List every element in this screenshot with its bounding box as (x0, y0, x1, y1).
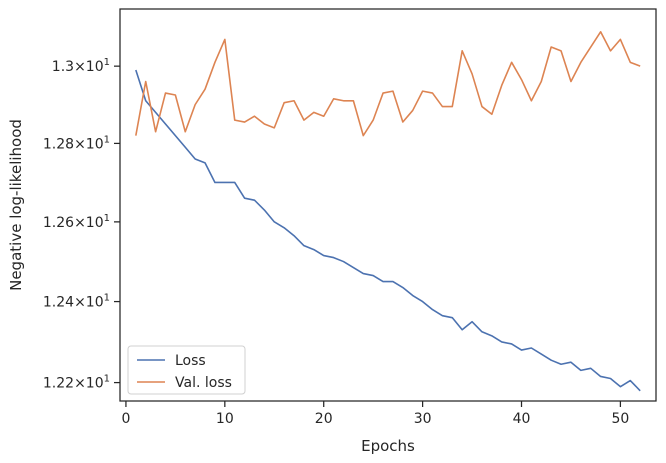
plot-area (135, 30, 641, 392)
y-tick-mantissa: 1.3 (52, 59, 74, 75)
x-tick-label: 30 (414, 411, 432, 427)
y-tick-exponent: 1 (104, 57, 110, 68)
x-tick-label: 20 (315, 411, 333, 427)
legend-label: Loss (175, 353, 206, 369)
x-tick-label: 10 (216, 411, 234, 427)
y-axis-label: Negative log-likelihood (7, 119, 25, 291)
y-tick-mantissa: 1.22 (43, 376, 74, 392)
y-tick-times: × (74, 215, 86, 231)
y-tick-base: 10 (86, 136, 104, 152)
y-tick-base: 10 (86, 376, 104, 392)
x-tick-label: 0 (121, 411, 130, 427)
y-tick-mantissa: 1.28 (43, 136, 74, 152)
x-tick-label: 40 (513, 411, 531, 427)
y-tick-base: 10 (86, 59, 104, 75)
y-tick-label: 1.26×101 (43, 213, 110, 231)
series-line-val-loss (135, 30, 641, 137)
y-tick-label: 1.3×101 (52, 57, 110, 75)
y-tick-mantissa: 1.26 (43, 215, 74, 231)
y-tick-label: 1.28×101 (43, 134, 110, 152)
y-tick-base: 10 (86, 215, 104, 231)
y-tick-times: × (74, 59, 86, 75)
y-tick-label: 1.22×101 (43, 374, 110, 392)
y-tick-times: × (74, 136, 86, 152)
y-tick-mantissa: 1.24 (43, 295, 74, 311)
y-tick-exponent: 1 (104, 374, 110, 385)
legend-label: Val. loss (175, 375, 232, 391)
legend: Loss Val. loss (127, 345, 246, 395)
axes-frame (119, 8, 657, 402)
y-tick-base: 10 (86, 295, 104, 311)
y-tick-exponent: 1 (104, 134, 110, 145)
y-tick-exponent: 1 (104, 293, 110, 304)
y-tick-times: × (74, 376, 86, 392)
x-tick-label: 50 (611, 411, 629, 427)
x-axis: 0 10 20 30 40 50 (121, 401, 629, 427)
series-line-loss (135, 69, 641, 392)
y-tick-exponent: 1 (104, 213, 110, 224)
y-tick-times: × (74, 295, 86, 311)
y-tick-label: 1.24×101 (43, 293, 110, 311)
x-axis-label: Epochs (361, 437, 415, 455)
